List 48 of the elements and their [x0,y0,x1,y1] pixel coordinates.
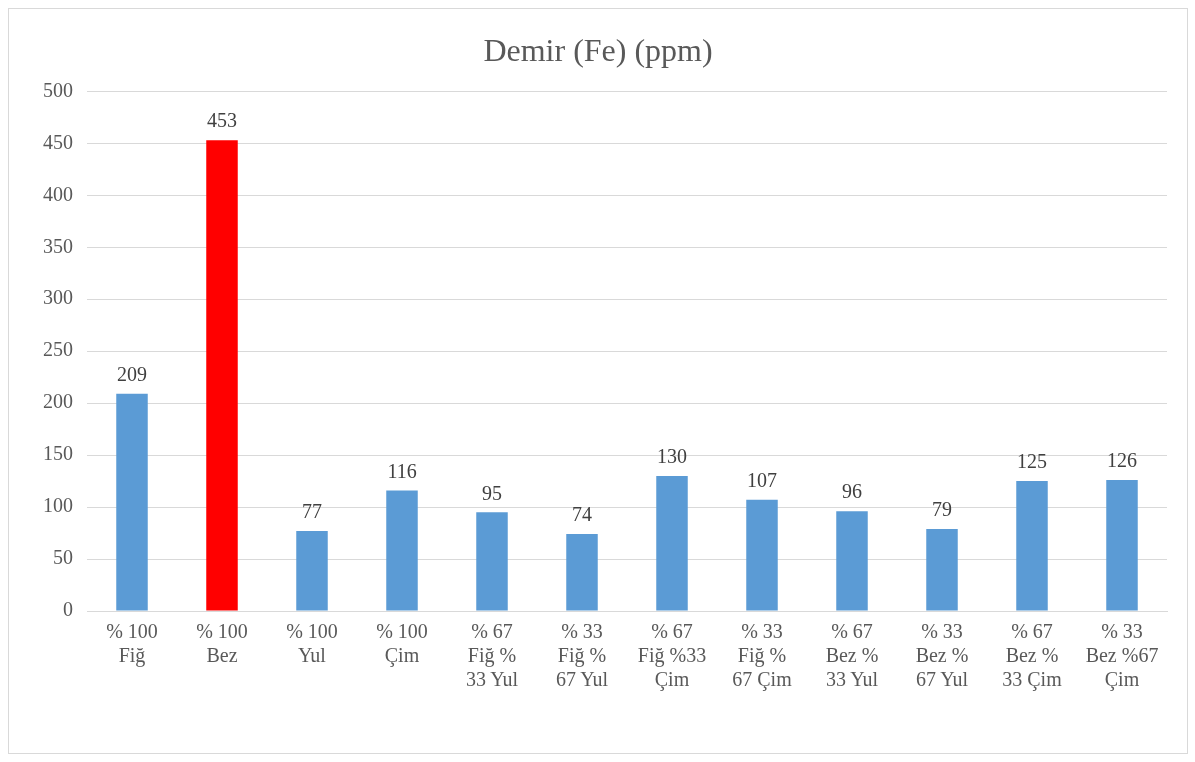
y-tick-label: 150 [43,442,73,465]
data-label: 96 [842,480,862,503]
x-tick-label: % 67 Fiğ % 33 Yul [465,620,519,691]
bar [116,393,148,611]
bar [656,475,688,611]
y-tick-label: 350 [43,234,73,257]
x-tick-label: % 33 Fiğ % 67 Yul [555,620,609,691]
bar [926,528,958,611]
bar [836,511,868,611]
data-label: 125 [1017,450,1047,473]
data-label: 126 [1107,449,1137,472]
bar [566,534,598,611]
x-tick-label: % 67 Bez % 33 Çim [1002,620,1063,692]
bar [386,490,418,611]
data-label: 130 [657,445,687,468]
x-tick-label: % 67 Bez % 33 Yul [825,620,879,691]
data-label: 209 [117,363,147,386]
data-label: 95 [482,481,502,504]
bar [1016,481,1048,611]
x-tick-label: % 33 Fiğ % 67 Çim [732,620,793,692]
bar [1106,480,1138,611]
bar [206,140,238,611]
data-label: 79 [932,498,952,521]
x-tick-label: % 100 Yul [286,620,338,667]
chart-title: Demir (Fe) (ppm) [483,31,713,68]
y-tick-label: 50 [53,546,73,569]
data-label: 77 [302,500,322,523]
y-tick-label: 250 [43,338,73,361]
data-label: 74 [572,503,592,526]
x-tick-label: % 33 Bez %67 Çim [1085,620,1159,692]
x-tick-label: % 100 Çim [376,620,428,668]
y-tick-label: 450 [43,130,73,153]
y-tick-label: 500 [43,78,73,101]
data-label: 107 [747,469,777,492]
y-tick-label: 400 [43,182,73,205]
x-tick-label: % 33 Bez % 67 Yul [915,620,969,691]
x-tick-label: % 100 Bez [196,620,248,667]
x-tick-label: % 100 Fiğ [106,620,158,668]
x-tick-label: % 67 Fiğ %33 Çim [637,620,707,692]
data-label: 453 [207,109,237,132]
bar [296,530,328,611]
y-tick-label: 300 [43,286,73,309]
y-tick-label: 0 [63,598,73,621]
data-label: 116 [387,459,417,482]
bar [476,512,508,611]
y-tick-label: 200 [43,390,73,413]
bar [746,499,778,611]
y-tick-label: 100 [43,494,73,517]
